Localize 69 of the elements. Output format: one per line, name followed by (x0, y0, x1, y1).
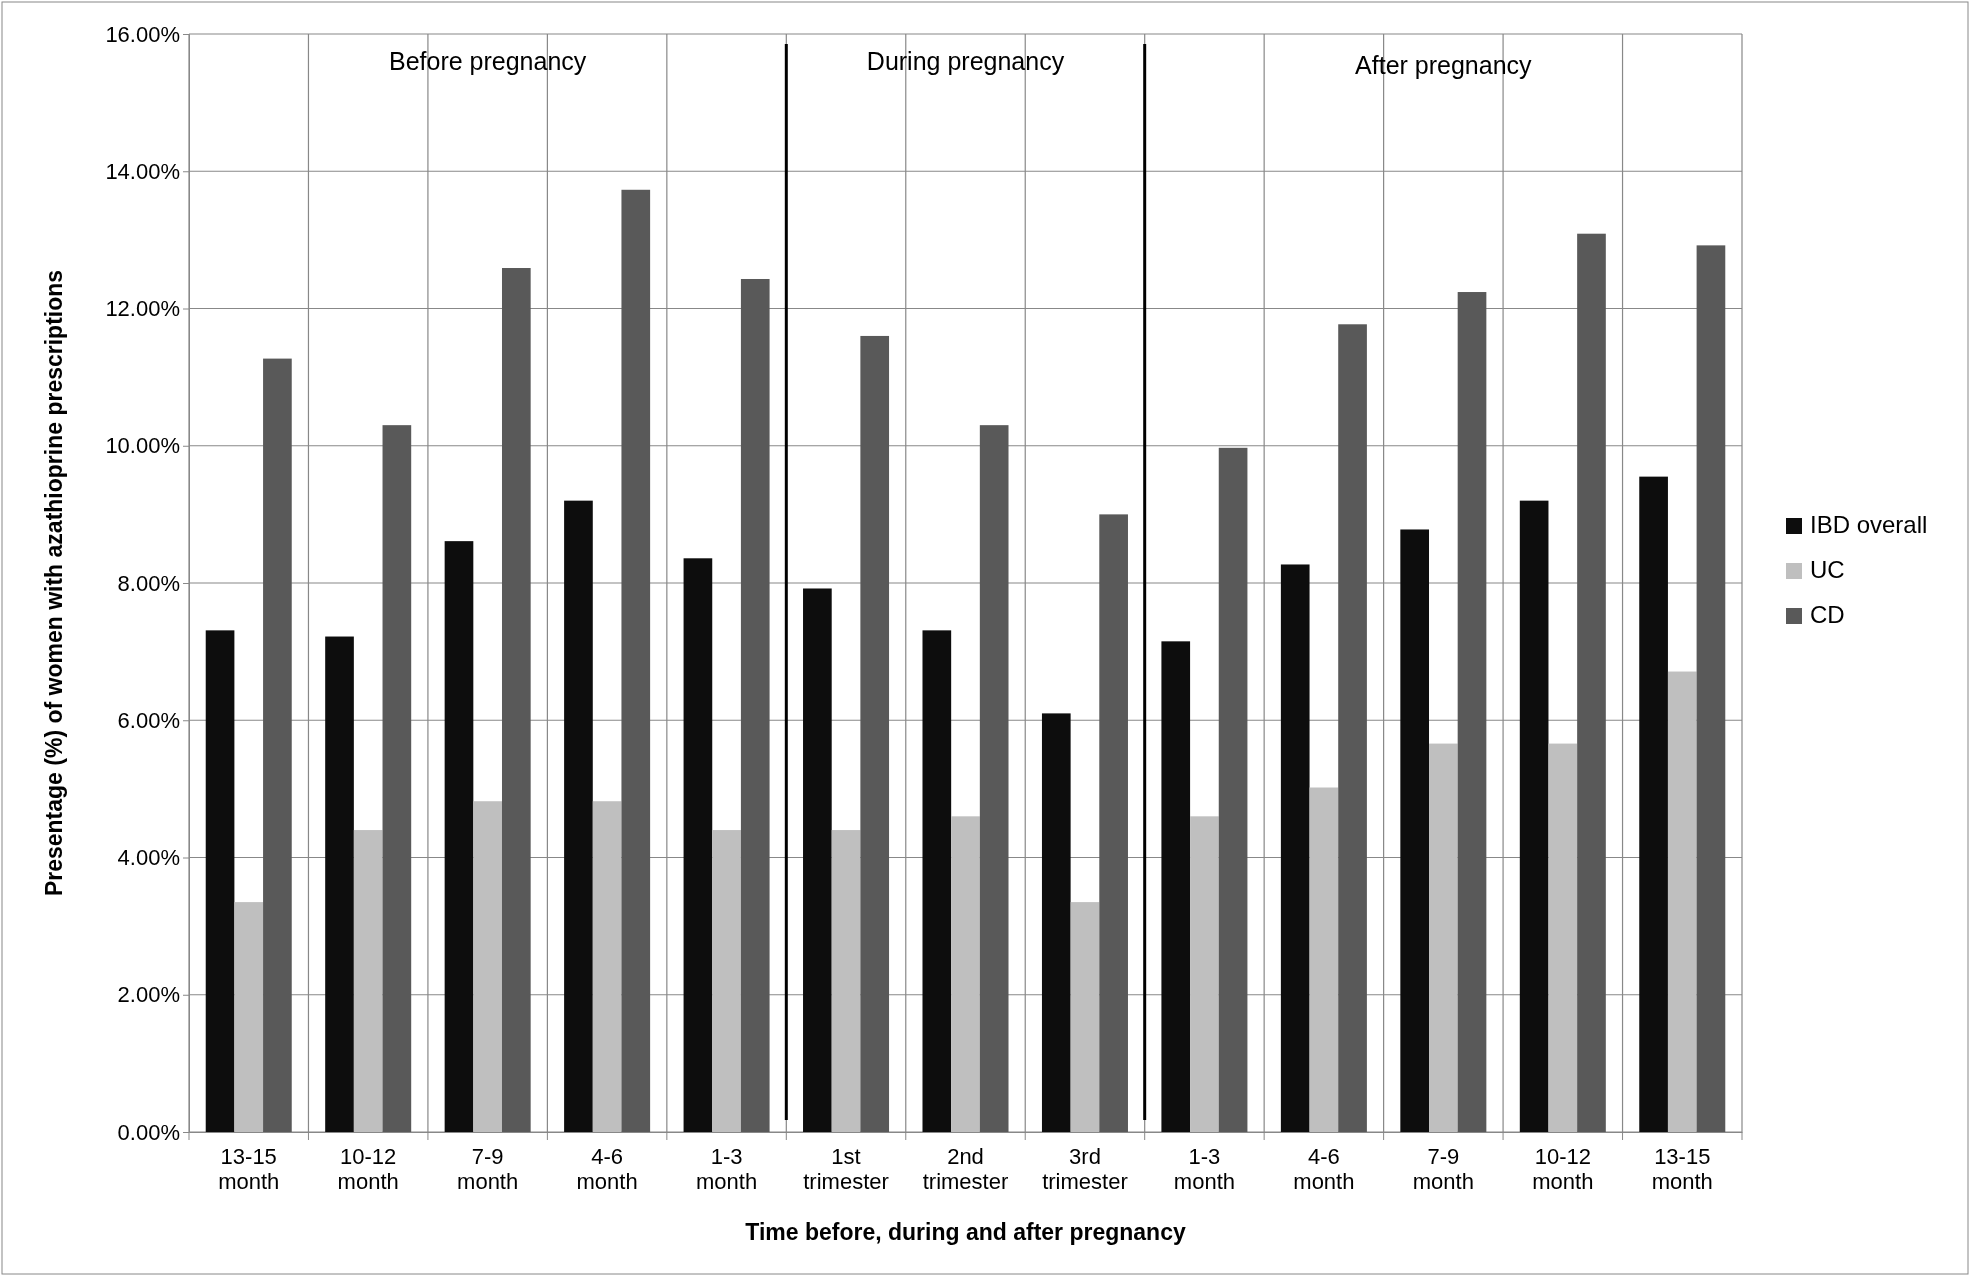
x-tick-label: 3rd trimester (1042, 1143, 1128, 1194)
bar (1218, 447, 1248, 1132)
x-tick-label: 1-3 month (696, 1143, 758, 1194)
bar (951, 816, 980, 1132)
bar (1696, 245, 1726, 1132)
bar (1457, 292, 1487, 1132)
bar (473, 801, 502, 1132)
bar (1429, 743, 1458, 1132)
bar (1309, 787, 1339, 1132)
bar (592, 801, 622, 1132)
bar (1400, 529, 1430, 1132)
bar (564, 500, 593, 1132)
bar (621, 189, 651, 1132)
y-tick-label: 2.00% (117, 982, 180, 1008)
bar (1161, 641, 1191, 1132)
x-tick-label: 13-15 month (1651, 1143, 1713, 1194)
x-tick-label: 7-9 month (1412, 1143, 1474, 1194)
y-tick-label: 8.00% (117, 570, 180, 596)
annotation: During pregnancy (866, 47, 1065, 75)
legend-label: IBD overall (1810, 511, 1928, 538)
bar (1338, 324, 1367, 1132)
bar (860, 335, 890, 1132)
legend-label: CD (1810, 601, 1845, 628)
bar (1099, 514, 1128, 1132)
bar (263, 358, 292, 1132)
bar (1070, 902, 1100, 1132)
x-tick-label: 10-12 month (337, 1143, 399, 1194)
y-tick-label: 6.00% (117, 707, 180, 733)
bar (831, 830, 861, 1132)
bar (1577, 233, 1606, 1132)
bar (1280, 564, 1310, 1132)
x-tick-label: 7-9 month (457, 1143, 519, 1194)
bar (382, 425, 412, 1132)
y-tick-label: 4.00% (117, 845, 180, 871)
x-tick-label: 2nd trimester (922, 1143, 1009, 1194)
bar (979, 425, 1009, 1132)
bar (1667, 671, 1697, 1132)
bar (353, 830, 383, 1132)
x-tick-label: 4-6 month (1293, 1143, 1355, 1194)
bar (1041, 713, 1071, 1132)
annotation: After pregnancy (1355, 51, 1533, 79)
bar (234, 902, 264, 1132)
bar (205, 630, 235, 1132)
y-tick-label: 0.00% (117, 1119, 180, 1145)
legend-label: UC (1810, 556, 1845, 583)
bar (1190, 816, 1219, 1132)
x-tick-label: 10-12 month (1532, 1143, 1594, 1194)
x-tick-label: 1st trimester (803, 1143, 889, 1194)
x-tick-label: 13-15 month (218, 1143, 280, 1194)
x-tick-label: 1-3 month (1173, 1143, 1235, 1194)
y-tick-label: 10.00% (105, 433, 180, 459)
x-axis-title: Time before, during and after pregnancy (745, 1219, 1186, 1245)
bar (1519, 500, 1549, 1132)
bar (444, 541, 474, 1132)
y-tick-label: 14.00% (105, 158, 180, 184)
bar (501, 268, 531, 1132)
bar (325, 636, 354, 1132)
bar (1548, 743, 1578, 1132)
annotation: Before pregnancy (388, 47, 587, 75)
bar (803, 588, 832, 1132)
bar (683, 558, 713, 1132)
bar (740, 278, 770, 1132)
bar (922, 630, 952, 1132)
y-tick-label: 12.00% (105, 296, 180, 322)
bar (712, 830, 741, 1132)
bar (1639, 476, 1668, 1132)
y-axis-title: Presentage (%) of women with azathioprine prescriptions (41, 269, 67, 897)
y-tick-label: 16.00% (105, 21, 180, 47)
x-tick-label: 4-6 month (576, 1143, 638, 1194)
